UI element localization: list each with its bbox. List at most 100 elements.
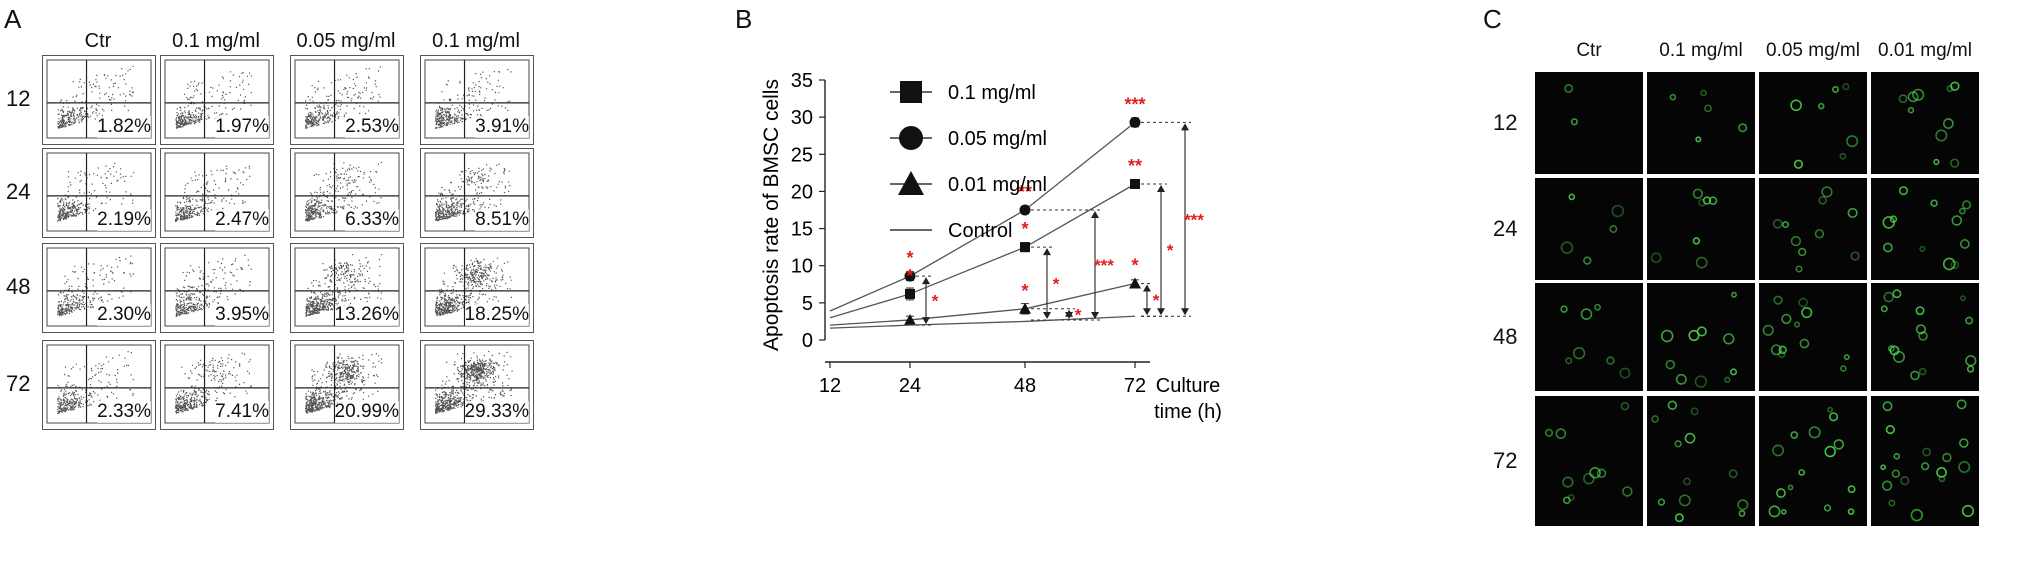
legend-circle-marker [899, 126, 923, 150]
flow-cytometry-plot: 8.51% [420, 148, 534, 238]
apoptosis-percentage: 8.51% [475, 209, 529, 231]
data-point [905, 288, 915, 299]
panel-a-column-header: Ctr [84, 30, 112, 52]
fluorescence-micrograph [1535, 178, 1643, 280]
series-line [829, 282, 1136, 326]
series-line [829, 315, 1136, 329]
panel-c-row-header: 72 [1493, 448, 1518, 473]
data-point [904, 313, 916, 325]
panel-c-row-header: 48 [1493, 324, 1518, 349]
bracket-significance-label: * [1153, 291, 1160, 310]
fluorescence-micrograph [1535, 396, 1643, 526]
apoptosis-percentage: 20.99% [334, 401, 399, 423]
apoptosis-percentage: 2.47% [215, 209, 269, 231]
bracket-significance-label: * [1053, 275, 1060, 294]
flow-cytometry-plot: 2.30% [42, 243, 156, 333]
flow-cytometry-plot: 13.26% [290, 243, 404, 333]
x-axis-label: time (h) [1154, 401, 1222, 423]
y-tick-label: 15 [791, 219, 813, 241]
panel-c-row-header: 12 [1493, 110, 1518, 135]
flow-cytometry-plot: 2.47% [160, 148, 274, 238]
fluorescence-micrograph [1871, 178, 1979, 280]
panel-a-column-header: 0.1 mg/ml [172, 30, 260, 52]
fluorescence-micrograph [1535, 72, 1643, 174]
arrow-head [922, 277, 930, 285]
arrow-head [1043, 311, 1051, 319]
panel-a-row-header: 48 [6, 274, 31, 299]
bracket-significance-label: *** [1184, 210, 1204, 229]
flow-cytometry-plot: 20.99% [290, 340, 404, 430]
arrow-head [1157, 185, 1165, 192]
fluorescence-micrograph [1535, 283, 1643, 391]
legend-square-marker [900, 81, 922, 103]
y-tick-label: 30 [791, 107, 813, 129]
panel-a-column-header: 0.1 mg/ml [432, 30, 520, 52]
fluorescence-micrograph [1647, 72, 1755, 174]
panel-c-column-header: Ctr [1576, 40, 1602, 61]
arrow-head [1157, 308, 1165, 316]
legend-triangle-marker [898, 171, 924, 195]
flow-cytometry-plot: 1.82% [42, 55, 156, 145]
bracket-significance-label: *** [1094, 256, 1114, 275]
arrow-head [1091, 311, 1099, 319]
fluorescence-micrograph [1759, 72, 1867, 174]
series-line [829, 183, 1136, 319]
apoptosis-percentage: 7.41% [215, 401, 269, 423]
chart-legend: 0.1 mg/ml 0.05 mg/ml 0.01 mg/ml Control [890, 81, 1047, 242]
flow-cytometry-plot: 1.97% [160, 55, 274, 145]
x-tick-label: 48 [1014, 375, 1036, 397]
bracket-significance-label: * [1075, 305, 1082, 324]
data-point [1019, 204, 1031, 216]
apoptosis-percentage: 6.33% [345, 209, 399, 231]
arrow-head [1143, 284, 1151, 292]
fluorescence-micrograph [1871, 283, 1979, 391]
significance-marker: *** [1124, 94, 1145, 114]
apoptosis-percentage: 18.25% [464, 304, 529, 326]
significance-marker: * [906, 266, 913, 286]
significance-marker: * [1131, 256, 1138, 276]
bracket-significance-label: * [1167, 241, 1174, 260]
flow-cytometry-plot: 2.53% [290, 55, 404, 145]
panel-c-row-header: 24 [1493, 216, 1518, 241]
panel-c-column-header: 0.1 mg/ml [1659, 40, 1743, 61]
legend-label: 0.05 mg/ml [948, 128, 1047, 150]
panel-a-row-header: 12 [6, 86, 31, 111]
data-point [1020, 242, 1030, 253]
x-tick-label: 24 [899, 375, 921, 397]
y-tick-label: 20 [791, 181, 813, 203]
fluorescence-micrograph [1647, 283, 1755, 391]
fluorescence-micrograph [1759, 283, 1867, 391]
flow-cytometry-plot: 3.95% [160, 243, 274, 333]
significance-marker: ** [1128, 156, 1142, 176]
fluorescence-micrograph [1759, 396, 1867, 526]
arrow-head [922, 317, 930, 325]
x-tick-label: 72 [1124, 375, 1146, 397]
panel-a-letter: A [4, 4, 22, 34]
legend-label: 0.1 mg/ml [948, 82, 1036, 104]
panel-c-column-header: 0.05 mg/ml [1766, 40, 1860, 61]
x-tick-label: 12 [819, 375, 841, 397]
significance-marker: * [906, 248, 913, 268]
significance-marker: ** [1018, 182, 1032, 202]
y-axis-label: Apoptosis rate of BMSC cells [760, 79, 783, 351]
flow-cytometry-plot: 3.91% [420, 55, 534, 145]
fluorescence-micrograph [1759, 178, 1867, 280]
y-tick-label: 0 [802, 330, 813, 352]
data-point [1129, 277, 1141, 289]
panel-c-column-header: 0.01 mg/ml [1878, 40, 1972, 61]
apoptosis-percentage: 2.33% [97, 401, 151, 423]
apoptosis-percentage: 1.97% [215, 116, 269, 138]
fluorescence-micrograph [1647, 178, 1755, 280]
flow-cytometry-plot: 2.33% [42, 340, 156, 430]
y-tick-label: 35 [791, 70, 813, 92]
arrow-head [1181, 308, 1189, 316]
panel-b-letter: B [735, 4, 753, 34]
flow-cytometry-plot: 2.19% [42, 148, 156, 238]
flow-cytometry-plot: 7.41% [160, 340, 274, 430]
apoptosis-percentage: 2.19% [97, 209, 151, 231]
data-point [1130, 179, 1140, 189]
apoptosis-percentage: 13.26% [334, 304, 399, 326]
flow-cytometry-plot: 29.33% [420, 340, 534, 430]
data-point [1019, 302, 1031, 314]
legend-label: 0.01 mg/ml [948, 174, 1047, 196]
